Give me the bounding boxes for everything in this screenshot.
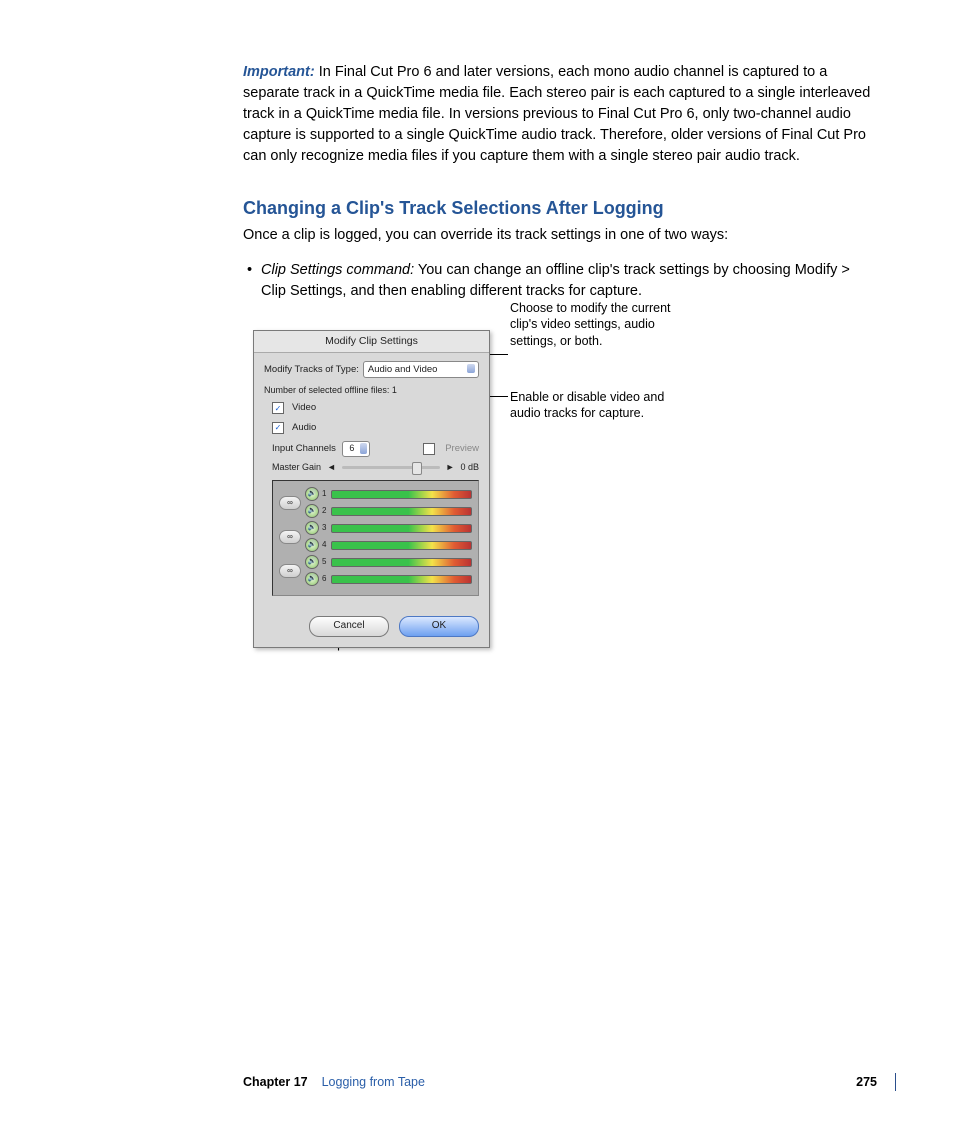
modify-tracks-select[interactable]: Audio and Video bbox=[363, 361, 479, 378]
channel-number: 2 bbox=[322, 505, 328, 517]
level-meter bbox=[331, 490, 472, 499]
video-checkbox-label: Video bbox=[292, 401, 316, 415]
level-meter bbox=[331, 541, 472, 550]
page-footer: Chapter 17 Logging from Tape 275 bbox=[243, 1073, 896, 1091]
audio-checkbox-label: Audio bbox=[292, 421, 316, 435]
speaker-icon[interactable]: 🔊 bbox=[305, 538, 319, 552]
speaker-icon[interactable]: 🔊 bbox=[305, 487, 319, 501]
level-meter bbox=[331, 507, 472, 516]
level-meter bbox=[331, 524, 472, 533]
important-paragraph: Important: In Final Cut Pro 6 and later … bbox=[243, 62, 874, 167]
dialog-title: Modify Clip Settings bbox=[254, 331, 489, 353]
channel-number: 4 bbox=[322, 539, 328, 551]
stereo-link-icon[interactable]: ∞ bbox=[279, 530, 301, 544]
input-channels-label: Input Channels bbox=[272, 442, 336, 456]
bullet-label: Clip Settings command: bbox=[261, 262, 414, 278]
modify-clip-settings-dialog: Modify Clip Settings Modify Tracks of Ty… bbox=[253, 330, 490, 647]
section-heading: Changing a Clip's Track Selections After… bbox=[243, 195, 874, 221]
bullet-item: • Clip Settings command: You can change … bbox=[243, 260, 874, 302]
callout-mid: Enable or disable video and audio tracks… bbox=[510, 389, 680, 422]
section-intro: Once a clip is logged, you can override … bbox=[243, 225, 874, 246]
level-meter bbox=[331, 575, 472, 584]
input-channels-stepper[interactable]: 6 bbox=[342, 441, 370, 457]
cancel-button[interactable]: Cancel bbox=[309, 616, 389, 637]
audio-meters: ∞ 🔊1 🔊2 ∞ 🔊3 🔊4 bbox=[272, 480, 479, 596]
selected-files-label: Number of selected offline files: 1 bbox=[264, 384, 479, 397]
audio-checkbox[interactable]: ✓ bbox=[272, 422, 284, 434]
ok-button[interactable]: OK bbox=[399, 616, 479, 637]
preview-checkbox[interactable]: ✓ bbox=[423, 443, 435, 455]
stereo-link-icon[interactable]: ∞ bbox=[279, 564, 301, 578]
channel-number: 5 bbox=[322, 556, 328, 568]
figure-area: Choose to modify the current clip's vide… bbox=[243, 324, 874, 684]
modify-tracks-label: Modify Tracks of Type: bbox=[264, 363, 359, 377]
stereo-link-icon[interactable]: ∞ bbox=[279, 496, 301, 510]
speaker-icon[interactable]: 🔊 bbox=[305, 572, 319, 586]
important-text: In Final Cut Pro 6 and later versions, e… bbox=[243, 64, 870, 164]
speaker-icon[interactable]: 🔊 bbox=[305, 504, 319, 518]
footer-page-number: 275 bbox=[838, 1073, 877, 1091]
channel-number: 3 bbox=[322, 522, 328, 534]
channel-number: 6 bbox=[322, 573, 328, 585]
channel-number: 1 bbox=[322, 488, 328, 500]
important-label: Important: bbox=[243, 64, 315, 80]
preview-label: Preview bbox=[445, 442, 479, 456]
footer-chapter: Chapter 17 bbox=[243, 1073, 308, 1091]
speaker-icon[interactable]: 🔊 bbox=[305, 521, 319, 535]
video-checkbox[interactable]: ✓ bbox=[272, 402, 284, 414]
callout-top: Choose to modify the current clip's vide… bbox=[510, 300, 680, 349]
level-meter bbox=[331, 558, 472, 567]
master-gain-label: Master Gain bbox=[272, 461, 321, 474]
master-gain-slider[interactable] bbox=[342, 466, 440, 469]
speaker-icon[interactable]: 🔊 bbox=[305, 555, 319, 569]
master-gain-value: 0 dB bbox=[460, 461, 479, 474]
bullet-dot: • bbox=[247, 260, 261, 302]
footer-title: Logging from Tape bbox=[322, 1073, 425, 1091]
